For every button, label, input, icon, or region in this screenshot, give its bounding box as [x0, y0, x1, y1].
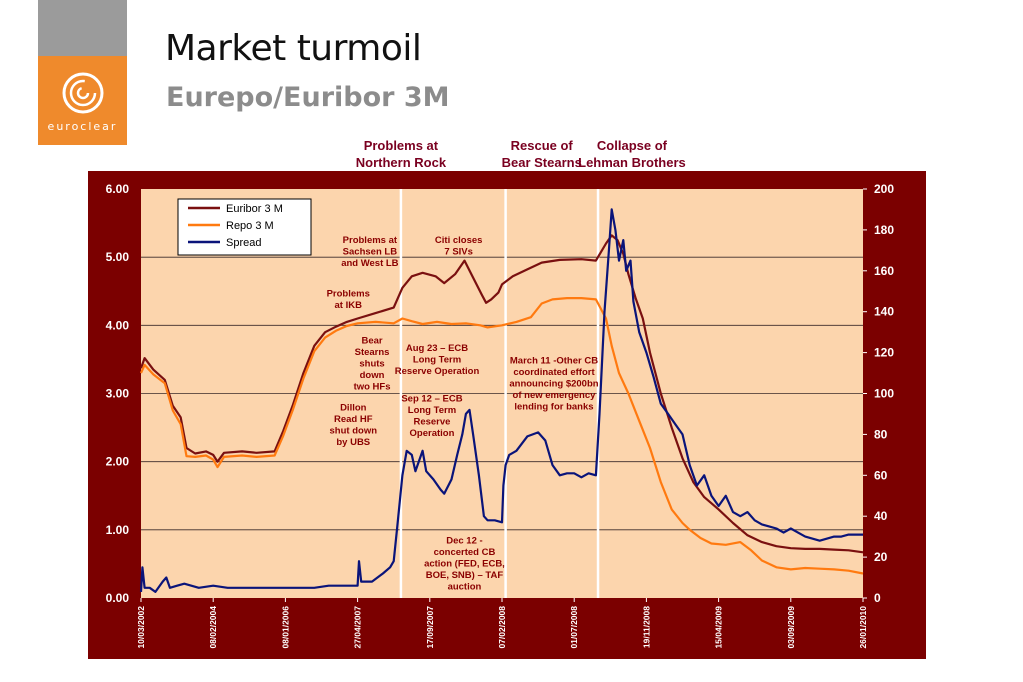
annotation-text: Reserve [413, 417, 450, 428]
series-line-2 [139, 297, 864, 575]
annotation-text: BOE, SNB) – TAF [426, 570, 504, 581]
y-right-tick-label: 160 [874, 264, 894, 278]
annotation-text: Sachsen LB [343, 246, 398, 257]
y-left-tick-label: 3.00 [106, 387, 130, 401]
annotation-text: Reserve Operation [395, 366, 480, 377]
y-axis-left: 6.00 5.00 4.00 3.00 2.00 1.00 0.00 [106, 182, 130, 605]
annotation-text: shut down [330, 426, 378, 437]
annotation-text: Citi closes [435, 235, 483, 246]
annotation-text: concerted CB [434, 547, 496, 558]
annotation-text: Problems [327, 289, 370, 300]
annotation-text: Bear [361, 336, 382, 347]
logo-text: euroclear [47, 120, 118, 133]
series-line-1 [139, 234, 864, 554]
annotation-text: and West LB [341, 258, 398, 269]
y-left-tick-label: 5.00 [106, 250, 130, 264]
annotation-text: Stearns [355, 347, 390, 358]
annotation-text: action (FED, ECB, [424, 558, 505, 569]
y-right-tick-label: 60 [874, 468, 888, 482]
y-right-tick-label: 180 [874, 223, 894, 237]
annotation-text: two HFs [354, 382, 391, 393]
annotation-text: March 11 -Other CB [510, 356, 598, 367]
x-tick-label: 08/01/2006 [280, 606, 290, 649]
series-lines [139, 208, 864, 594]
y-right-tick-label: 40 [874, 509, 888, 523]
y-right-tick-label: 100 [874, 387, 894, 401]
annotation-text: Problems at [343, 235, 398, 246]
logo-orange-block [38, 56, 127, 145]
y-right-tick-label: 140 [874, 305, 894, 319]
x-tick-label: 26/01/2010 [858, 606, 868, 649]
slide-subtitle: Eurepo/Euribor 3M [166, 82, 450, 113]
y-left-tick-label: 2.00 [106, 455, 130, 469]
y-left-tick-label: 0.00 [106, 591, 130, 605]
annotation-text: by UBS [336, 437, 370, 448]
annotation-text: shuts [359, 359, 384, 370]
y-right-tick-label: 120 [874, 346, 894, 360]
event-header-text: Rescue of [511, 138, 574, 153]
annotation-text: lending for banks [514, 402, 593, 413]
x-tick-label: 10/03/2002 [136, 606, 146, 649]
y-left-tick-label: 6.00 [106, 182, 130, 196]
y-right-tick-label: 200 [874, 182, 894, 196]
x-tick-label: 08/02/2004 [208, 606, 218, 649]
annotation-text: Aug 23 – ECB [406, 343, 468, 354]
legend-entry: Repo 3 M [226, 220, 274, 232]
event-header-text: Collapse of [597, 138, 668, 153]
annotation-text: Sep 12 – ECB [401, 394, 462, 405]
x-tick-label: 27/04/2007 [353, 606, 363, 649]
annotation-text: 7 SIVs [444, 246, 473, 257]
legend: Euribor 3 M Repo 3 M Spread [177, 198, 312, 256]
y-left-tick-label: 4.00 [106, 318, 130, 332]
x-tick-label: 07/02/2008 [497, 606, 507, 649]
annotation-text: Dillon [340, 403, 367, 414]
x-tick-label: 19/11/2008 [641, 606, 651, 648]
x-tick-label: 15/04/2009 [714, 606, 724, 649]
annotation-text: Dec 12 - [446, 535, 482, 546]
y-right-tick-label: 0 [874, 591, 881, 605]
slide-title: Market turmoil [165, 28, 422, 69]
event-header-text: Northern Rock [356, 155, 447, 170]
annotation-text: announcing $200bn [509, 379, 598, 390]
y-right-tick-label: 80 [874, 427, 888, 441]
y-right-tick-label: 20 [874, 550, 888, 564]
x-axis: 10/03/2002 08/02/2004 08/01/2006 27/04/2007… [136, 598, 868, 649]
legend-entry: Spread [226, 237, 261, 249]
y-left-tick-label: 1.00 [106, 523, 130, 537]
annotation-text: Read HF [334, 414, 373, 425]
legend-box [177, 198, 312, 256]
annotation-text: Operation [410, 428, 455, 439]
event-headers: Problems at Northern Rock Rescue of Bear St… [356, 138, 686, 170]
x-tick-label: 01/07/2008 [569, 606, 579, 649]
series-line-3 [139, 208, 863, 594]
annotation-text: down [360, 370, 385, 381]
annotation-text: Long Term [413, 355, 461, 366]
x-tick-label: 17/09/2007 [425, 606, 435, 649]
annotation-text: auction [448, 581, 482, 592]
legend-entry: Euribor 3 M [226, 203, 283, 215]
annotation-text: Long Term [408, 405, 456, 416]
annotation-text: of new emergency [513, 390, 597, 401]
event-header-text: Problems at [364, 138, 439, 153]
logo-grey-block [38, 0, 127, 56]
annotation-text: at IKB [334, 300, 362, 311]
event-header-text: Lehman Brothers [578, 155, 686, 170]
annotation-text: coordinated effort [513, 367, 595, 378]
x-tick-label: 03/09/2009 [786, 606, 796, 649]
event-header-text: Bear Stearns [502, 155, 582, 170]
euroclear-logo-icon [62, 72, 104, 114]
